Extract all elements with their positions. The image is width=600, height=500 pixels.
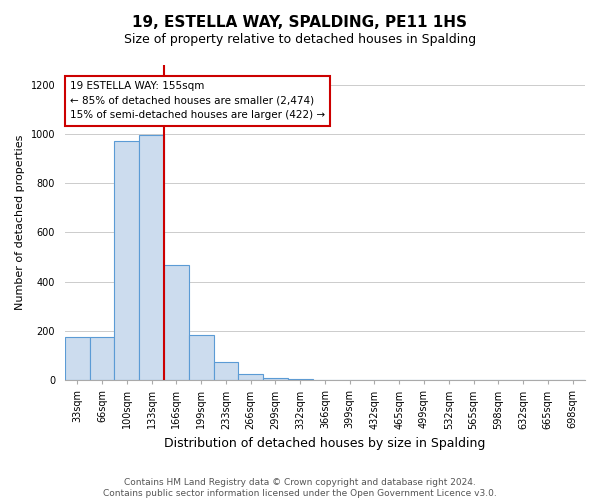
- Bar: [263, 378, 288, 380]
- Y-axis label: Number of detached properties: Number of detached properties: [15, 135, 25, 310]
- Bar: [189, 334, 214, 380]
- X-axis label: Distribution of detached houses by size in Spalding: Distribution of detached houses by size …: [164, 437, 485, 450]
- Bar: [164, 264, 189, 380]
- Text: 19 ESTELLA WAY: 155sqm
← 85% of detached houses are smaller (2,474)
15% of semi-: 19 ESTELLA WAY: 155sqm ← 85% of detached…: [70, 81, 325, 120]
- Bar: [89, 337, 115, 380]
- Bar: [139, 135, 164, 380]
- Text: 19, ESTELLA WAY, SPALDING, PE11 1HS: 19, ESTELLA WAY, SPALDING, PE11 1HS: [133, 15, 467, 30]
- Bar: [238, 374, 263, 380]
- Bar: [288, 379, 313, 380]
- Bar: [115, 142, 139, 380]
- Text: Contains HM Land Registry data © Crown copyright and database right 2024.
Contai: Contains HM Land Registry data © Crown c…: [103, 478, 497, 498]
- Bar: [214, 362, 238, 380]
- Bar: [65, 337, 89, 380]
- Text: Size of property relative to detached houses in Spalding: Size of property relative to detached ho…: [124, 32, 476, 46]
